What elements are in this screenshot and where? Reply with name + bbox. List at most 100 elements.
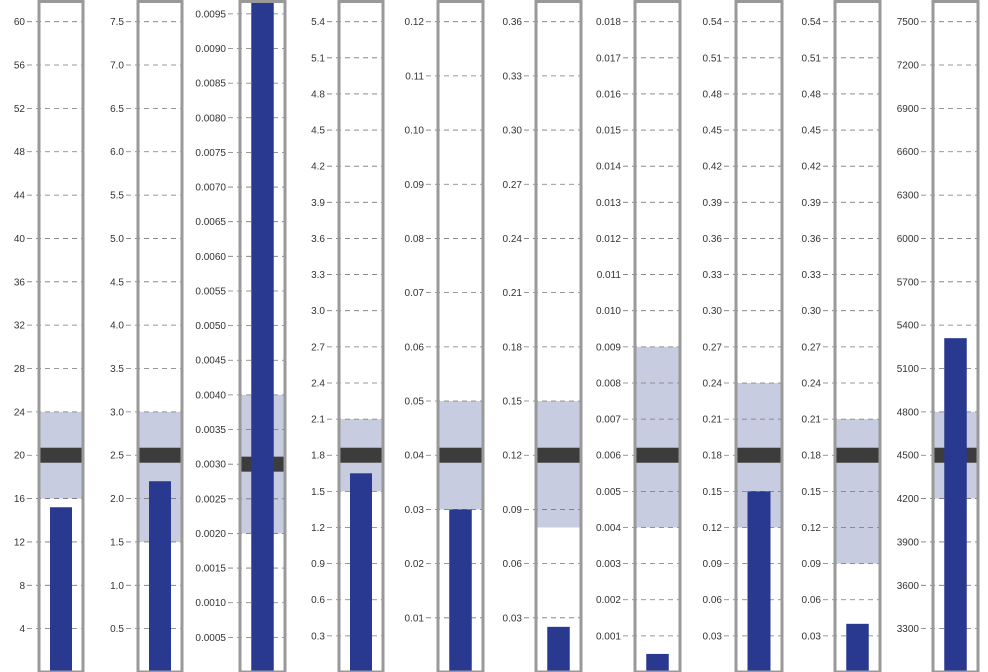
tick-label: 0.30 [802, 306, 822, 317]
tick-label: 0.42 [703, 162, 723, 173]
tick-label: 0.18 [802, 451, 822, 462]
tick-label: 0.12 [802, 523, 822, 534]
tick-label: 0.51 [703, 53, 723, 64]
tick-label: 0.12 [703, 523, 723, 534]
panel-frame [238, 0, 287, 672]
tick-label: 0.0060 [195, 252, 226, 263]
tick-label: 3.5 [110, 364, 124, 375]
tick-label: 4.8 [311, 89, 325, 100]
tick-label: 0.30 [703, 306, 723, 317]
tick-label: 0.11 [405, 71, 424, 82]
tick-label: 1.2 [311, 523, 325, 534]
tick-label: 24 [14, 407, 26, 418]
tick-label: 0.48 [802, 89, 822, 100]
tick-label: 0.27 [503, 180, 523, 191]
value-bar [846, 623, 869, 672]
tick-label: 0.0055 [195, 286, 226, 297]
tick-label: 5.1 [311, 53, 325, 64]
tick-label: 0.02 [405, 559, 425, 570]
tick-label: 1.5 [110, 537, 124, 548]
panel-frame [833, 0, 882, 672]
tick-label: 0.6 [311, 595, 325, 606]
target-marker [835, 447, 880, 463]
tick-label: 0.33 [703, 270, 723, 281]
panel-frame [337, 0, 385, 672]
tick-label: 6600 [897, 147, 920, 158]
value-bar [251, 0, 274, 672]
tick-label: 5.4 [311, 17, 325, 28]
tick-label: 0.03 [503, 613, 523, 624]
tick-label: 0.33 [503, 71, 523, 82]
tick-label: 0.0035 [195, 425, 226, 436]
tick-label: 0.0015 [195, 564, 226, 575]
bullet-panel-3: 0.0005 0.0010 0.0015 0.0020 0.0025 0.0030 0.00… [195, 0, 287, 672]
tick-label: 0.0095 [195, 9, 226, 20]
target-marker [339, 447, 383, 463]
tick-label: 1.0 [110, 581, 124, 592]
tick-label: 0.005 [596, 487, 621, 498]
tick-label: 0.05 [405, 397, 425, 408]
value-bar [547, 626, 570, 672]
tick-label: 0.006 [596, 451, 621, 462]
tick-label: 0.36 [703, 234, 723, 245]
tick-label: 5100 [897, 364, 920, 375]
tick-label: 0.06 [802, 595, 822, 606]
tick-label: 4500 [897, 451, 920, 462]
tick-label: 12 [14, 537, 26, 548]
tick-label: 0.008 [596, 378, 621, 389]
tick-label: 0.03 [405, 505, 425, 516]
tick-label: 0.014 [596, 162, 621, 173]
tick-label: 4 [19, 624, 25, 635]
range-band [536, 401, 581, 528]
tick-label: 5.5 [110, 191, 124, 202]
tick-label: 2.5 [110, 451, 124, 462]
tick-label: 2.0 [110, 494, 124, 505]
tick-label: 0.12 [503, 451, 523, 462]
tick-label: 0.39 [802, 198, 822, 209]
bullet-panel-8: 0.03 0.06 0.09 0.12 0.15 0.18 0.21 0.24 0.27 0.30… [703, 0, 784, 672]
tick-label: 0.011 [597, 270, 622, 281]
tick-label: 0.12 [405, 17, 425, 28]
tick-label: 36 [14, 277, 26, 288]
tick-label: 5700 [897, 277, 920, 288]
tick-label: 3900 [897, 537, 920, 548]
tick-label: 0.012 [596, 234, 621, 245]
tick-label: 0.04 [405, 451, 425, 462]
panel-frame [931, 0, 980, 672]
tick-label: 0.0075 [195, 148, 226, 159]
tick-label: 0.015 [596, 126, 621, 137]
tick-label: 0.15 [703, 487, 723, 498]
tick-label: 1.5 [311, 487, 325, 498]
tick-label: 0.18 [503, 342, 523, 353]
tick-label: 4.5 [311, 126, 325, 137]
tick-label: 0.0025 [195, 494, 226, 505]
tick-label: 40 [14, 234, 26, 245]
tick-label: 28 [14, 364, 26, 375]
tick-label: 3.9 [311, 198, 325, 209]
tick-label: 0.21 [703, 415, 723, 426]
tick-label: 48 [14, 147, 26, 158]
tick-label: 7500 [897, 17, 920, 28]
value-bar [149, 481, 171, 672]
bullet-panel-5: 0.01 0.02 0.03 0.04 0.05 0.06 0.07 0.08 0.09 0.10… [405, 0, 485, 672]
tick-label: 2.7 [311, 342, 325, 353]
tick-label: 0.03 [802, 631, 822, 642]
tick-label: 3.3 [311, 270, 325, 281]
tick-label: 2.1 [311, 415, 325, 426]
tick-label: 0.18 [703, 451, 723, 462]
target-marker [736, 447, 782, 463]
panel-frame [633, 0, 682, 672]
tick-label: 6300 [897, 191, 920, 202]
tick-label: 7.0 [110, 61, 124, 72]
tick-label: 0.007 [596, 415, 621, 426]
tick-label: 4.2 [311, 162, 325, 173]
tick-label: 7.5 [110, 17, 124, 28]
panel-frame [37, 0, 85, 672]
tick-label: 8 [19, 581, 25, 592]
value-bar [350, 473, 372, 672]
tick-label: 5400 [897, 321, 920, 332]
bullet-panel-2: 0.5 1.0 1.5 2.0 2.5 3.0 3.5 4.0 4.5 5.0 5.5 6.0 6.5 7… [110, 0, 184, 672]
